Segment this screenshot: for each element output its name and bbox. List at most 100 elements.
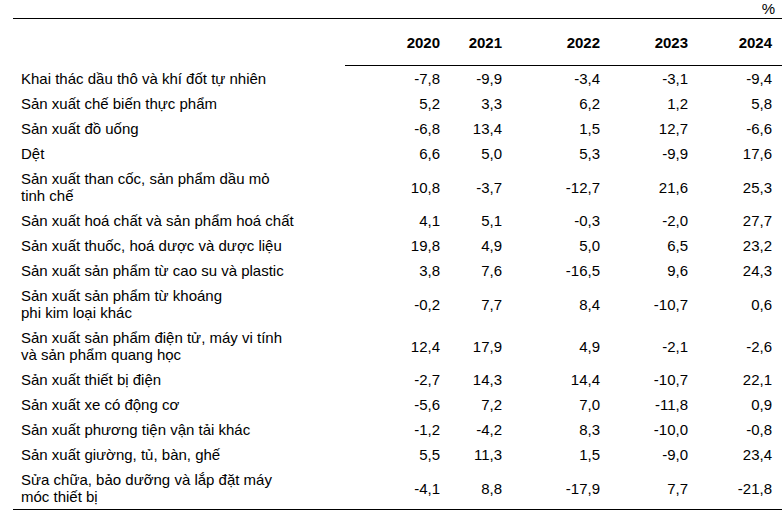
- value-cell: -3,1: [600, 66, 688, 92]
- row-label-cell: Sản xuất thuốc, hoá dược và dược liệu: [13, 233, 345, 258]
- value-cell: -2,6: [688, 325, 782, 367]
- value-cell: 27,7: [688, 208, 782, 233]
- row-label-cell: Sản xuất xe có động cơ: [13, 392, 345, 417]
- value-cell: 5,8: [688, 91, 782, 116]
- value-cell: 12,4: [345, 325, 440, 367]
- value-cell: -6,8: [345, 116, 440, 141]
- table-row: Sản xuất hoá chất và sản phẩm hoá chất4,…: [13, 208, 782, 233]
- value-cell: -5,6: [345, 392, 440, 417]
- value-cell: -10,7: [600, 367, 688, 392]
- value-cell: 25,3: [688, 166, 782, 208]
- value-cell: 8,4: [502, 283, 600, 325]
- year-header-cell: 2020: [345, 19, 440, 66]
- value-cell: -2,7: [345, 367, 440, 392]
- row-label-cell: Sản xuất hoá chất và sản phẩm hoá chất: [13, 208, 345, 233]
- value-cell: 12,7: [600, 116, 688, 141]
- table-row: Sản xuất đồ uống-6,813,41,512,7-6,6: [13, 116, 782, 141]
- value-cell: 5,0: [440, 141, 502, 166]
- table-row: Sản xuất xe có động cơ-5,67,27,0-11,80,9: [13, 392, 782, 417]
- value-cell: -3,4: [502, 66, 600, 92]
- value-cell: 11,3: [440, 442, 502, 467]
- table-row: Sản xuất than cốc, sản phẩm dầu mỏ tinh …: [13, 166, 782, 208]
- data-table: 2020 2021 2022 2023 2024 Khai thác dầu t…: [13, 18, 782, 510]
- value-cell: 1,5: [502, 116, 600, 141]
- value-cell: -9,9: [440, 66, 502, 92]
- table-row: Sản xuất sản phẩm từ khoáng phi kim loại…: [13, 283, 782, 325]
- value-cell: -0,3: [502, 208, 600, 233]
- row-label-cell: Sản xuất thiết bị điện: [13, 367, 345, 392]
- value-cell: -17,9: [502, 467, 600, 510]
- table-row: Sửa chữa, bảo dưỡng và lắp đặt máy móc t…: [13, 467, 782, 510]
- table-row: Sản xuất thiết bị điện-2,714,314,4-10,72…: [13, 367, 782, 392]
- value-cell: 24,3: [688, 258, 782, 283]
- value-cell: 1,2: [600, 91, 688, 116]
- unit-label: %: [762, 0, 775, 17]
- value-cell: 6,6: [345, 141, 440, 166]
- value-cell: -2,1: [600, 325, 688, 367]
- value-cell: 14,4: [502, 367, 600, 392]
- year-header-cell: 2022: [502, 19, 600, 66]
- value-cell: 23,4: [688, 442, 782, 467]
- row-label-cell: Sản xuất đồ uống: [13, 116, 345, 141]
- value-cell: -10,7: [600, 283, 688, 325]
- value-cell: -0,8: [688, 417, 782, 442]
- value-cell: 7,7: [440, 283, 502, 325]
- value-cell: -9,0: [600, 442, 688, 467]
- value-cell: 6,2: [502, 91, 600, 116]
- year-header-cell: 2024: [688, 19, 782, 66]
- value-cell: -7,8: [345, 66, 440, 92]
- value-cell: 10,8: [345, 166, 440, 208]
- table-row: Sản xuất sản phẩm điện tử, máy vi tính v…: [13, 325, 782, 367]
- value-cell: -9,4: [688, 66, 782, 92]
- value-cell: 7,6: [440, 258, 502, 283]
- row-label-cell: Sản xuất sản phẩm từ khoáng phi kim loại…: [13, 283, 345, 325]
- value-cell: -2,0: [600, 208, 688, 233]
- table-row: Dệt6,65,05,3-9,917,6: [13, 141, 782, 166]
- table-row: Khai thác dầu thô và khí đốt tự nhiên-7,…: [13, 66, 782, 92]
- value-cell: 9,6: [600, 258, 688, 283]
- value-cell: -1,2: [345, 417, 440, 442]
- value-cell: 7,0: [502, 392, 600, 417]
- table-row: Sản xuất giường, tủ, bàn, ghế5,511,31,5-…: [13, 442, 782, 467]
- value-cell: 21,6: [600, 166, 688, 208]
- value-cell: -4,2: [440, 417, 502, 442]
- value-cell: 3,3: [440, 91, 502, 116]
- value-cell: -21,8: [688, 467, 782, 510]
- row-label-cell: Sản xuất than cốc, sản phẩm dầu mỏ tinh …: [13, 166, 345, 208]
- row-label-cell: Sản xuất chế biến thực phẩm: [13, 91, 345, 116]
- label-header-cell: [13, 19, 345, 66]
- value-cell: 17,9: [440, 325, 502, 367]
- value-cell: 22,1: [688, 367, 782, 392]
- value-cell: 5,1: [440, 208, 502, 233]
- value-cell: 17,6: [688, 141, 782, 166]
- value-cell: 5,5: [345, 442, 440, 467]
- value-cell: 5,2: [345, 91, 440, 116]
- table-row: Sản xuất chế biến thực phẩm5,23,36,21,25…: [13, 91, 782, 116]
- value-cell: 19,8: [345, 233, 440, 258]
- value-cell: 7,2: [440, 392, 502, 417]
- value-cell: -10,0: [600, 417, 688, 442]
- row-label-cell: Sửa chữa, bảo dưỡng và lắp đặt máy móc t…: [13, 467, 345, 510]
- value-cell: 5,0: [502, 233, 600, 258]
- value-cell: -3,7: [440, 166, 502, 208]
- table-body: Khai thác dầu thô và khí đốt tự nhiên-7,…: [13, 66, 782, 510]
- row-label-cell: Sản xuất sản phẩm từ cao su và plastic: [13, 258, 345, 283]
- value-cell: -16,5: [502, 258, 600, 283]
- row-label-cell: Sản xuất sản phẩm điện tử, máy vi tính v…: [13, 325, 345, 367]
- year-header-cell: 2023: [600, 19, 688, 66]
- header-row: 2020 2021 2022 2023 2024: [13, 19, 782, 66]
- value-cell: 8,8: [440, 467, 502, 510]
- value-cell: 23,2: [688, 233, 782, 258]
- value-cell: 7,7: [600, 467, 688, 510]
- value-cell: -12,7: [502, 166, 600, 208]
- value-cell: 8,3: [502, 417, 600, 442]
- value-cell: 0,9: [688, 392, 782, 417]
- value-cell: 5,3: [502, 141, 600, 166]
- year-header-cell: 2021: [440, 19, 502, 66]
- value-cell: 14,3: [440, 367, 502, 392]
- row-label-cell: Dệt: [13, 141, 345, 166]
- value-cell: 6,5: [600, 233, 688, 258]
- row-label-cell: Khai thác dầu thô và khí đốt tự nhiên: [13, 66, 345, 92]
- row-label-cell: Sản xuất phương tiện vận tải khác: [13, 417, 345, 442]
- table-row: Sản xuất phương tiện vận tải khác-1,2-4,…: [13, 417, 782, 442]
